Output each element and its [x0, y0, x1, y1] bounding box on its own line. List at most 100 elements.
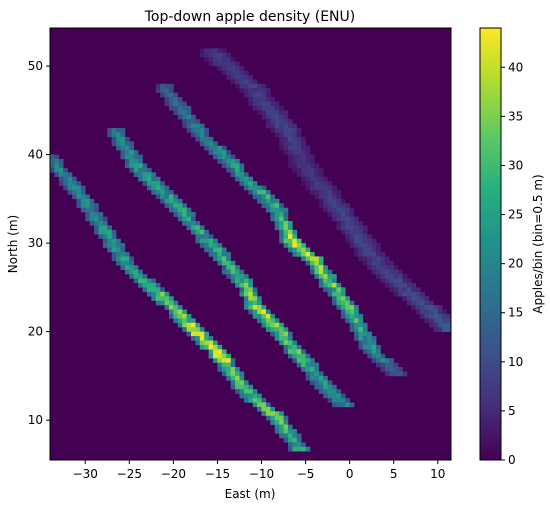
heatmap-cell [279, 212, 284, 217]
heatmap-cell [349, 238, 355, 244]
heatmap-cell [252, 105, 258, 111]
heatmap-cell [420, 291, 425, 297]
heatmap-cell [309, 167, 315, 173]
heatmap-cell [354, 225, 359, 231]
heatmap-cell [433, 305, 439, 310]
heatmap-cell [283, 132, 289, 138]
colorbar-tick-label: 5 [508, 404, 516, 418]
heatmap-cell [318, 256, 324, 262]
heatmap-cell [398, 287, 403, 293]
heatmap-cell [248, 287, 254, 293]
heatmap-cell [226, 150, 231, 155]
heatmap-cell [274, 424, 280, 430]
heatmap-cell [217, 150, 223, 155]
heatmap-cell [376, 260, 381, 266]
heatmap-cell [332, 300, 337, 306]
heatmap-cell [336, 190, 342, 195]
heatmap-cell [367, 349, 372, 355]
heatmap-cell [155, 185, 161, 191]
heatmap-cell [380, 265, 386, 270]
heatmap-cell [283, 141, 289, 147]
heatmap-cell [437, 327, 443, 332]
heatmap-cell [230, 375, 236, 381]
heatmap-cell [402, 287, 408, 293]
heatmap-cell [186, 322, 192, 328]
heatmap-cell [283, 207, 289, 213]
heatmap-cell [257, 313, 262, 319]
heatmap-cell [323, 278, 328, 284]
heatmap-cell [177, 305, 183, 310]
heatmap-cell [168, 92, 174, 98]
heatmap-cell [120, 136, 126, 142]
heatmap-cell [283, 437, 289, 443]
heatmap-cell [309, 362, 315, 368]
heatmap-cell [283, 220, 289, 226]
heatmap-cell [274, 203, 280, 209]
heatmap-cell [336, 393, 342, 399]
heatmap-cell [354, 322, 359, 328]
heatmap-cell [296, 358, 302, 363]
heatmap-cell [182, 114, 187, 120]
heatmap-cell [199, 132, 205, 138]
heatmap-cell [243, 393, 249, 399]
heatmap-cell [243, 185, 249, 191]
heatmap-cell [309, 172, 315, 178]
heatmap-cell [239, 278, 245, 284]
heatmap-cell [384, 282, 390, 288]
heatmap-cell [230, 163, 236, 169]
heatmap-cell [389, 371, 395, 377]
heatmap-cell [261, 105, 267, 111]
heatmap-cell [146, 185, 152, 191]
heatmap-cell [116, 132, 121, 138]
heatmap-cell [283, 424, 289, 430]
heatmap-cell [270, 406, 276, 412]
heatmap-cell [287, 154, 293, 160]
heatmap-cell [204, 57, 209, 62]
heatmap-cell [177, 203, 183, 209]
heatmap-cell [340, 207, 346, 213]
colorbar-tick-label: 35 [508, 109, 523, 123]
heatmap-cell [124, 269, 130, 275]
heatmap-cell [173, 318, 179, 324]
heatmap-cell [94, 212, 99, 217]
heatmap-cell [204, 243, 209, 248]
heatmap-cell [358, 234, 364, 239]
heatmap-cell [327, 212, 333, 217]
heatmap-cell [226, 269, 231, 275]
heatmap-cell [120, 243, 126, 248]
heatmap-cell [235, 66, 240, 71]
heatmap-cell [270, 110, 276, 116]
heatmap-cell [327, 274, 333, 279]
heatmap-cell [327, 185, 333, 191]
heatmap-area [50, 28, 451, 460]
heatmap-cell [362, 229, 368, 235]
heatmap-cell [67, 185, 73, 191]
heatmap-cell [327, 287, 333, 293]
heatmap-cell [283, 119, 289, 124]
heatmap-cell [323, 265, 328, 270]
heatmap-cell [142, 172, 148, 178]
heatmap-cell [261, 398, 267, 403]
heatmap-cell [336, 282, 342, 288]
heatmap-cell [283, 420, 289, 425]
heatmap-cell [305, 150, 311, 155]
heatmap-cell [230, 274, 236, 279]
heatmap-cell [332, 389, 337, 394]
heatmap-cell [239, 291, 245, 297]
heatmap-cell [314, 380, 320, 386]
heatmap-cell [336, 212, 342, 217]
heatmap-cell [177, 318, 183, 324]
heatmap-cell [318, 194, 324, 200]
heatmap-cell [428, 322, 434, 328]
heatmap-cell [261, 322, 267, 328]
heatmap-cell [248, 300, 254, 306]
heatmap-cell [274, 411, 280, 417]
heatmap-cell [102, 220, 108, 226]
heatmap-cell [323, 375, 328, 381]
heatmap-cell [208, 238, 214, 244]
heatmap-cell [296, 344, 302, 350]
heatmap-cell [195, 234, 201, 239]
heatmap-cell [305, 367, 311, 372]
heatmap-cell [314, 176, 320, 182]
heatmap-cell [58, 172, 64, 178]
